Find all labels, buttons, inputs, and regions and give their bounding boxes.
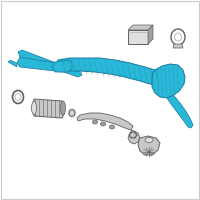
Ellipse shape	[129, 134, 130, 136]
Ellipse shape	[136, 134, 137, 136]
Ellipse shape	[32, 102, 36, 114]
Ellipse shape	[130, 137, 132, 138]
Ellipse shape	[145, 138, 153, 142]
Polygon shape	[173, 44, 183, 48]
Polygon shape	[17, 57, 55, 71]
Ellipse shape	[130, 132, 136, 138]
Polygon shape	[32, 99, 64, 118]
Polygon shape	[148, 25, 153, 44]
Polygon shape	[77, 113, 133, 130]
Polygon shape	[138, 136, 160, 155]
Ellipse shape	[101, 122, 106, 126]
Polygon shape	[167, 94, 193, 128]
Ellipse shape	[92, 120, 98, 124]
Ellipse shape	[130, 132, 132, 133]
Polygon shape	[128, 25, 153, 30]
Polygon shape	[152, 64, 185, 98]
Ellipse shape	[60, 101, 66, 115]
Polygon shape	[8, 60, 17, 67]
Polygon shape	[56, 58, 167, 85]
Ellipse shape	[110, 125, 114, 129]
Ellipse shape	[134, 132, 136, 133]
FancyBboxPatch shape	[128, 30, 148, 44]
Ellipse shape	[70, 111, 74, 115]
Ellipse shape	[134, 137, 136, 138]
Polygon shape	[128, 130, 140, 144]
Polygon shape	[52, 60, 72, 72]
Polygon shape	[18, 50, 82, 77]
